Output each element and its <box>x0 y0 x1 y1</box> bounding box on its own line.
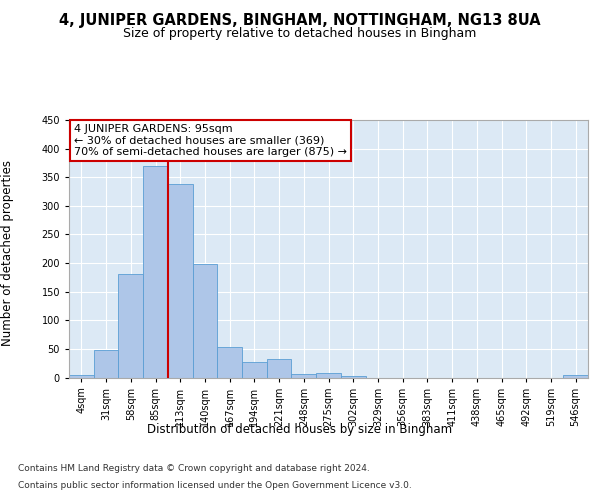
Text: Size of property relative to detached houses in Bingham: Size of property relative to detached ho… <box>124 28 476 40</box>
Text: Contains public sector information licensed under the Open Government Licence v3: Contains public sector information licen… <box>18 481 412 490</box>
Bar <box>267 358 292 378</box>
Text: Distribution of detached houses by size in Bingham: Distribution of detached houses by size … <box>148 422 452 436</box>
Bar <box>217 346 242 378</box>
Bar <box>94 350 118 378</box>
Bar <box>341 376 365 378</box>
Bar <box>168 184 193 378</box>
Bar <box>118 274 143 378</box>
Text: Number of detached properties: Number of detached properties <box>1 160 14 346</box>
Text: Contains HM Land Registry data © Crown copyright and database right 2024.: Contains HM Land Registry data © Crown c… <box>18 464 370 473</box>
Bar <box>242 362 267 378</box>
Bar <box>316 374 341 378</box>
Bar <box>563 374 588 378</box>
Bar <box>69 374 94 378</box>
Text: 4, JUNIPER GARDENS, BINGHAM, NOTTINGHAM, NG13 8UA: 4, JUNIPER GARDENS, BINGHAM, NOTTINGHAM,… <box>59 12 541 28</box>
Bar <box>292 374 316 378</box>
Bar <box>143 166 168 378</box>
Bar <box>193 264 217 378</box>
Text: 4 JUNIPER GARDENS: 95sqm
← 30% of detached houses are smaller (369)
70% of semi-: 4 JUNIPER GARDENS: 95sqm ← 30% of detach… <box>74 124 347 157</box>
